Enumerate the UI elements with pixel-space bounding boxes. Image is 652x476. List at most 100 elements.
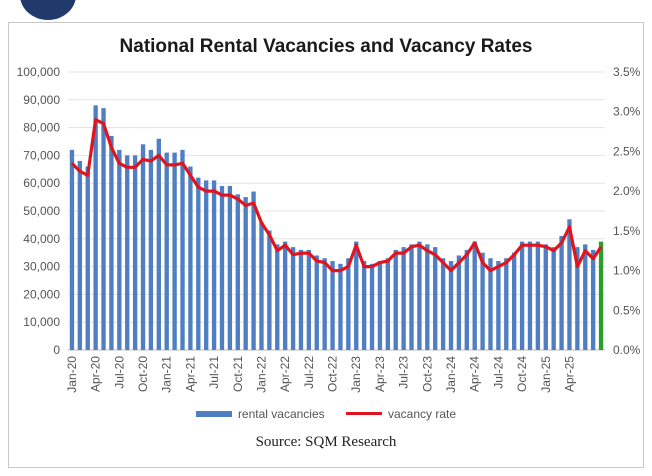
x-tick-label: Jan-25 bbox=[539, 356, 553, 393]
bar bbox=[204, 180, 209, 350]
bar bbox=[251, 191, 256, 350]
y-left-tick-label: 0 bbox=[53, 343, 60, 357]
bar bbox=[330, 261, 335, 350]
y-left-tick-label: 10,000 bbox=[23, 315, 60, 329]
bar bbox=[140, 144, 146, 350]
y-right-tick-label: 1.0% bbox=[613, 264, 641, 278]
bar bbox=[401, 247, 406, 350]
bar bbox=[480, 252, 485, 350]
bar bbox=[85, 166, 90, 350]
x-tick-label: Oct-20 bbox=[136, 356, 150, 392]
y-left-tick-label: 60,000 bbox=[23, 176, 60, 190]
bar bbox=[164, 152, 169, 350]
bar bbox=[125, 155, 130, 350]
bar bbox=[259, 222, 264, 350]
bar bbox=[567, 219, 572, 350]
chart-title: National Rental Vacancies and Vacancy Ra… bbox=[119, 36, 533, 57]
bar bbox=[243, 197, 248, 350]
y-left-tick-label: 70,000 bbox=[23, 148, 60, 162]
bar bbox=[512, 252, 517, 350]
bar bbox=[346, 258, 351, 350]
x-tick-label: Apr-24 bbox=[468, 356, 482, 392]
bar bbox=[488, 258, 493, 350]
y-left-tick-label: 50,000 bbox=[23, 204, 60, 218]
y-right-tick-label: 2.5% bbox=[613, 144, 641, 158]
y-left-tick-label: 80,000 bbox=[23, 121, 60, 135]
x-tick-label: Oct-23 bbox=[420, 356, 434, 392]
bar bbox=[188, 166, 193, 350]
bar bbox=[440, 258, 446, 350]
bar bbox=[448, 261, 454, 350]
bar bbox=[535, 241, 541, 350]
bar bbox=[417, 241, 422, 350]
bar bbox=[527, 241, 533, 350]
source-note: Source: SQM Research bbox=[255, 434, 397, 450]
bar bbox=[117, 149, 122, 350]
y-left-tick-label: 100,000 bbox=[17, 65, 61, 79]
x-tick-label: Jan-23 bbox=[349, 356, 363, 393]
bar bbox=[464, 249, 469, 350]
bar bbox=[583, 244, 588, 350]
x-tick-label: Jul-21 bbox=[207, 356, 221, 389]
bar bbox=[519, 241, 525, 350]
bar bbox=[306, 249, 312, 350]
bar bbox=[354, 241, 359, 350]
y-left-tick-label: 20,000 bbox=[23, 287, 60, 301]
y-right-tick-label: 0.5% bbox=[613, 303, 641, 317]
bar bbox=[132, 155, 138, 350]
x-tick-label: Oct-24 bbox=[515, 356, 529, 392]
bar bbox=[575, 247, 580, 350]
bar bbox=[77, 160, 83, 350]
x-tick-label: Jan-20 bbox=[65, 356, 79, 393]
y-right-tick-label: 3.0% bbox=[613, 105, 641, 119]
bar bbox=[409, 244, 414, 350]
x-tick-label: Oct-22 bbox=[326, 356, 340, 392]
legend: rental vacancies vacancy rate bbox=[0, 406, 652, 421]
bar bbox=[180, 149, 185, 350]
bar bbox=[393, 249, 398, 350]
y-left-tick-label: 90,000 bbox=[23, 93, 60, 107]
y-left-tick-label: 30,000 bbox=[23, 260, 60, 274]
bar bbox=[496, 261, 501, 350]
y-left-tick-label: 40,000 bbox=[23, 232, 60, 246]
x-tick-label: Jan-22 bbox=[254, 356, 268, 393]
x-tick-label: Jul-20 bbox=[112, 356, 126, 389]
bar bbox=[590, 249, 596, 350]
bar bbox=[196, 177, 201, 350]
bar bbox=[598, 241, 604, 350]
bar bbox=[551, 247, 556, 350]
x-tick-label: Jan-21 bbox=[160, 356, 174, 393]
bar bbox=[322, 258, 327, 350]
x-tick-label: Apr-21 bbox=[183, 356, 197, 392]
bar bbox=[377, 261, 383, 350]
bar bbox=[504, 258, 509, 350]
logo-arc bbox=[20, 0, 76, 20]
legend-label-rate: vacancy rate bbox=[388, 406, 457, 421]
bar bbox=[93, 105, 98, 350]
bar bbox=[282, 241, 288, 350]
bar bbox=[369, 263, 375, 350]
x-tick-label: Apr-20 bbox=[89, 356, 103, 392]
bar bbox=[298, 249, 304, 350]
bar bbox=[267, 230, 272, 350]
bar bbox=[290, 247, 296, 350]
x-tick-label: Oct-21 bbox=[231, 356, 245, 392]
bar bbox=[472, 241, 477, 350]
x-tick-label: Jan-24 bbox=[444, 356, 458, 393]
x-tick-label: Jul-24 bbox=[491, 356, 505, 389]
bar bbox=[275, 244, 280, 350]
x-tick-label: Apr-25 bbox=[562, 356, 576, 392]
vacancy-rate-line bbox=[70, 118, 603, 273]
bar bbox=[156, 138, 161, 350]
bar bbox=[235, 194, 240, 350]
bar bbox=[338, 263, 343, 350]
x-tick-label: Jul-22 bbox=[302, 356, 316, 389]
bar bbox=[314, 255, 319, 350]
legend-swatch-line bbox=[346, 412, 382, 416]
bar bbox=[211, 180, 217, 350]
y-right-tick-label: 3.5% bbox=[613, 65, 641, 79]
x-tick-label: Jul-23 bbox=[397, 356, 411, 389]
bar bbox=[543, 244, 548, 350]
bar bbox=[148, 149, 154, 350]
